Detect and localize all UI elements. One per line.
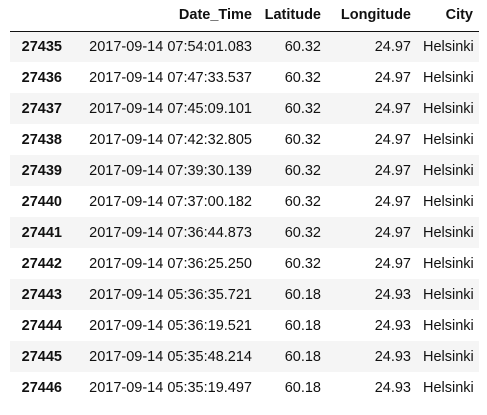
cell-date-time: 2017-09-14 07:45:09.101 <box>89 100 252 117</box>
table-row: 27436 2017-09-14 07:47:33.537 60.32 24.9… <box>10 62 479 93</box>
cell-longitude: 24.97 <box>374 100 411 117</box>
row-index: 27439 <box>21 162 62 179</box>
cell-city: Helsinki <box>423 224 474 241</box>
table-row: 27438 2017-09-14 07:42:32.805 60.32 24.9… <box>10 124 479 155</box>
cell-longitude: 24.97 <box>374 69 411 86</box>
header-city: City <box>417 0 479 32</box>
dataframe-table: Date_Time Latitude Longitude City 27435 … <box>10 0 479 403</box>
cell-date-time: 2017-09-14 07:47:33.537 <box>89 69 252 86</box>
cell-city: Helsinki <box>423 131 474 148</box>
row-index: 27442 <box>21 255 62 272</box>
table-row: 27437 2017-09-14 07:45:09.101 60.32 24.9… <box>10 93 479 124</box>
cell-longitude: 24.93 <box>374 286 411 303</box>
cell-city: Helsinki <box>423 379 474 396</box>
cell-city: Helsinki <box>423 286 474 303</box>
cell-longitude: 24.93 <box>374 348 411 365</box>
header-longitude: Longitude <box>327 0 417 32</box>
cell-longitude: 24.97 <box>374 131 411 148</box>
cell-longitude: 24.97 <box>374 193 411 210</box>
header-date-time: Date_Time <box>68 0 258 32</box>
row-index: 27441 <box>21 224 62 241</box>
table-body: 27435 2017-09-14 07:54:01.083 60.32 24.9… <box>10 31 479 403</box>
cell-date-time: 2017-09-14 05:36:19.521 <box>89 317 252 334</box>
table-row: 27445 2017-09-14 05:35:48.214 60.18 24.9… <box>10 341 479 372</box>
row-index: 27440 <box>21 193 62 210</box>
table-row: 27441 2017-09-14 07:36:44.873 60.32 24.9… <box>10 217 479 248</box>
row-index: 27443 <box>21 286 62 303</box>
cell-latitude: 60.18 <box>284 348 321 365</box>
cell-date-time: 2017-09-14 07:36:44.873 <box>89 224 252 241</box>
cell-city: Helsinki <box>423 348 474 365</box>
cell-date-time: 2017-09-14 05:36:35.721 <box>89 286 252 303</box>
table-row: 27446 2017-09-14 05:35:19.497 60.18 24.9… <box>10 372 479 403</box>
cell-longitude: 24.97 <box>374 162 411 179</box>
row-index: 27436 <box>21 69 62 86</box>
cell-latitude: 60.32 <box>284 38 321 55</box>
cell-city: Helsinki <box>423 69 474 86</box>
cell-longitude: 24.97 <box>374 38 411 55</box>
cell-latitude: 60.32 <box>284 255 321 272</box>
cell-date-time: 2017-09-14 05:35:48.214 <box>89 348 252 365</box>
cell-latitude: 60.32 <box>284 224 321 241</box>
cell-city: Helsinki <box>423 255 474 272</box>
cell-latitude: 60.32 <box>284 162 321 179</box>
cell-latitude: 60.18 <box>284 379 321 396</box>
cell-date-time: 2017-09-14 07:36:25.250 <box>89 255 252 272</box>
cell-latitude: 60.32 <box>284 100 321 117</box>
row-index: 27435 <box>21 38 62 55</box>
cell-longitude: 24.93 <box>374 379 411 396</box>
cell-city: Helsinki <box>423 317 474 334</box>
cell-city: Helsinki <box>423 162 474 179</box>
cell-longitude: 24.97 <box>374 224 411 241</box>
table-row: 27435 2017-09-14 07:54:01.083 60.32 24.9… <box>10 31 479 62</box>
table-row: 27440 2017-09-14 07:37:00.182 60.32 24.9… <box>10 186 479 217</box>
header-index <box>10 0 68 32</box>
cell-longitude: 24.97 <box>374 255 411 272</box>
table-row: 27443 2017-09-14 05:36:35.721 60.18 24.9… <box>10 279 479 310</box>
cell-latitude: 60.32 <box>284 193 321 210</box>
row-index: 27444 <box>21 317 62 334</box>
table-row: 27442 2017-09-14 07:36:25.250 60.32 24.9… <box>10 248 479 279</box>
cell-latitude: 60.18 <box>284 286 321 303</box>
cell-latitude: 60.18 <box>284 317 321 334</box>
cell-date-time: 2017-09-14 07:54:01.083 <box>89 38 252 55</box>
row-index: 27445 <box>21 348 62 365</box>
cell-city: Helsinki <box>423 100 474 117</box>
cell-latitude: 60.32 <box>284 69 321 86</box>
table-header: Date_Time Latitude Longitude City <box>10 0 479 32</box>
cell-date-time: 2017-09-14 07:39:30.139 <box>89 162 252 179</box>
cell-date-time: 2017-09-14 07:42:32.805 <box>89 131 252 148</box>
row-index: 27437 <box>21 100 62 117</box>
row-index: 27438 <box>21 131 62 148</box>
cell-longitude: 24.93 <box>374 317 411 334</box>
row-index: 27446 <box>21 379 62 396</box>
cell-city: Helsinki <box>423 193 474 210</box>
table-row: 27444 2017-09-14 05:36:19.521 60.18 24.9… <box>10 310 479 341</box>
header-row: Date_Time Latitude Longitude City <box>10 0 479 32</box>
header-latitude: Latitude <box>258 0 327 32</box>
table-row: 27439 2017-09-14 07:39:30.139 60.32 24.9… <box>10 155 479 186</box>
cell-city: Helsinki <box>423 38 474 55</box>
cell-date-time: 2017-09-14 05:35:19.497 <box>89 379 252 396</box>
cell-latitude: 60.32 <box>284 131 321 148</box>
cell-date-time: 2017-09-14 07:37:00.182 <box>89 193 252 210</box>
